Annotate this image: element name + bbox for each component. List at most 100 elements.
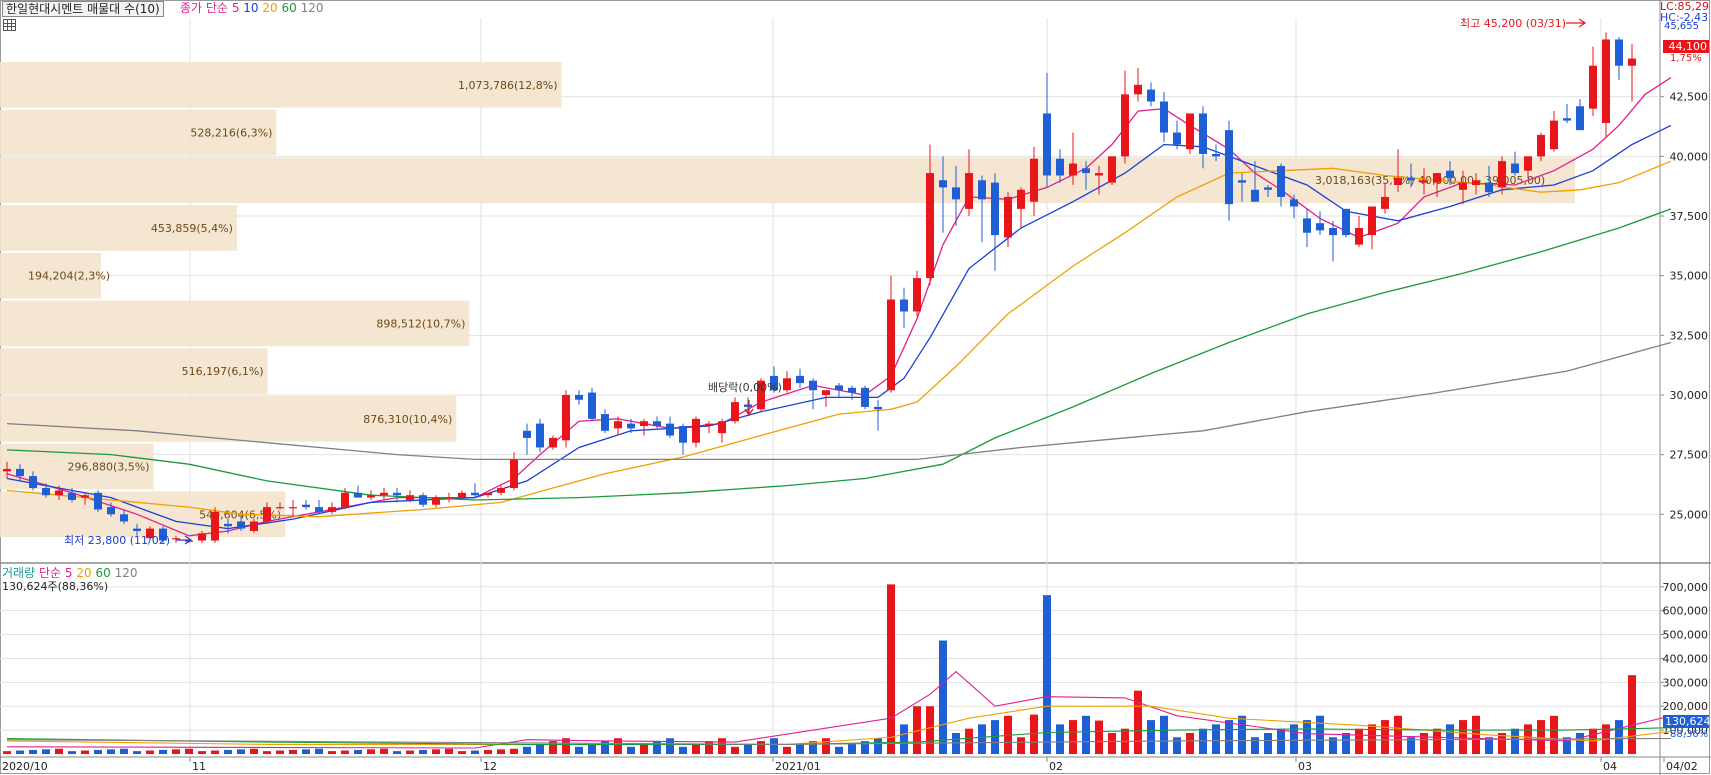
volume-bar [575, 746, 583, 754]
ma-line-20 [6, 160, 1672, 518]
volume-bar [94, 749, 102, 754]
volume-bar [965, 728, 973, 754]
candle-body [224, 523, 232, 527]
candle-body [1511, 163, 1519, 174]
volume-bar [744, 743, 752, 754]
volume-bar [692, 743, 700, 754]
volume-bar [484, 749, 492, 754]
candle-body [458, 492, 466, 498]
volume-bar [1563, 737, 1571, 754]
volume-bar [263, 751, 271, 754]
time-tick-label: 2021/01 [775, 760, 821, 773]
candle-body [1433, 173, 1441, 183]
candle-body [1225, 130, 1233, 205]
volume-tick-label: 200,000 [1663, 700, 1709, 713]
candle-body [1329, 227, 1337, 236]
volume-legend[interactable]: 거래량 단순 5 20 60 120 [2, 566, 137, 580]
volume-bar [731, 746, 739, 754]
volume-profile-label: 898,512(10,7%) [376, 317, 465, 330]
candle-body [380, 492, 388, 496]
volume-bar [146, 750, 154, 754]
volume-bar [81, 750, 89, 754]
candle-body [978, 180, 986, 200]
candle-body [1615, 39, 1623, 66]
volume-bar [1134, 690, 1142, 754]
candle-body [1407, 177, 1415, 181]
volume-bar [406, 750, 414, 754]
candle-body [809, 380, 817, 391]
candle-body [679, 426, 687, 443]
volume-bar [1160, 715, 1168, 754]
volume-bar [419, 749, 427, 754]
volume-profile-bar [0, 61, 562, 108]
volume-bar [224, 749, 232, 754]
candle-body [653, 421, 661, 426]
candle-body [445, 497, 453, 499]
volume-bar [172, 749, 180, 754]
candle-body [432, 497, 440, 505]
candle-body [770, 375, 778, 391]
volume-ma-line-5 [6, 670, 1672, 749]
lc-readout: LC:85,29 [1660, 0, 1710, 13]
candle-body [16, 468, 24, 477]
volume-bar [1368, 724, 1376, 754]
candle-body [965, 173, 973, 209]
volume-bar [1381, 720, 1389, 754]
last-change: 1,75% [1670, 53, 1702, 64]
volume-bar [341, 750, 349, 754]
candle-body [1316, 223, 1324, 231]
candle-body [705, 423, 713, 426]
dividend-annotation: 배당락(0,00%) [708, 381, 782, 394]
high-arrow-icon [1566, 18, 1587, 28]
volume-bar [900, 724, 908, 754]
candle-body [1173, 132, 1181, 145]
candle-body [1082, 168, 1090, 174]
time-tick-label: 2020/10 [2, 760, 48, 773]
volume-ma-60: 60 [95, 566, 111, 580]
volume-bar [315, 748, 323, 754]
candle-body [1498, 161, 1506, 188]
volume-bar [874, 738, 882, 754]
volume-bar [809, 741, 817, 754]
volume-bar [276, 750, 284, 754]
candle-body [1628, 58, 1636, 66]
candle-body [1004, 196, 1012, 238]
volume-tick-label: 500,000 [1663, 629, 1709, 642]
volume-bar [302, 749, 310, 754]
volume-profile-label: 1,073,786(12,8%) [458, 79, 558, 92]
volume-bar [627, 746, 635, 754]
volume-bar [1303, 720, 1311, 754]
time-tick-label: 03 [1298, 760, 1312, 773]
table-icon[interactable] [3, 19, 16, 31]
volume-bar [653, 741, 661, 754]
volume-bar [1615, 720, 1623, 754]
candle-body [835, 385, 843, 391]
candle-body [1303, 218, 1311, 233]
volume-bar [29, 749, 37, 754]
volume-bar [588, 743, 596, 754]
volume-bar [1225, 720, 1233, 754]
volume-ma-prefix: 단순 [38, 566, 62, 580]
volume-bar [211, 750, 219, 754]
volume-bar [1043, 595, 1051, 754]
volume-bar [1056, 724, 1064, 754]
volume-bar [1394, 715, 1402, 754]
candle-body [263, 507, 271, 522]
volume-bar [926, 706, 934, 754]
candle-body [796, 375, 804, 384]
ma-legend[interactable]: 종가 단순 5 10 20 60 120 [180, 1, 324, 15]
candle-body [627, 423, 635, 429]
volume-profile-bar [0, 109, 277, 156]
volume-bar [939, 640, 947, 754]
volume-bar [1069, 720, 1077, 754]
low-arrow-icon [176, 535, 193, 545]
volume-bar [1251, 737, 1259, 754]
last-volume-ratio: 88,36% [1670, 729, 1709, 740]
chart-title[interactable]: 한일현대시멘트 매물대 수(10) [2, 1, 164, 17]
volume-bar [1199, 728, 1207, 754]
volume-ma-line-60 [6, 727, 1672, 745]
volume-bar [1082, 715, 1090, 754]
ma-legend-10: 10 [243, 1, 259, 15]
candle-body [354, 492, 362, 498]
